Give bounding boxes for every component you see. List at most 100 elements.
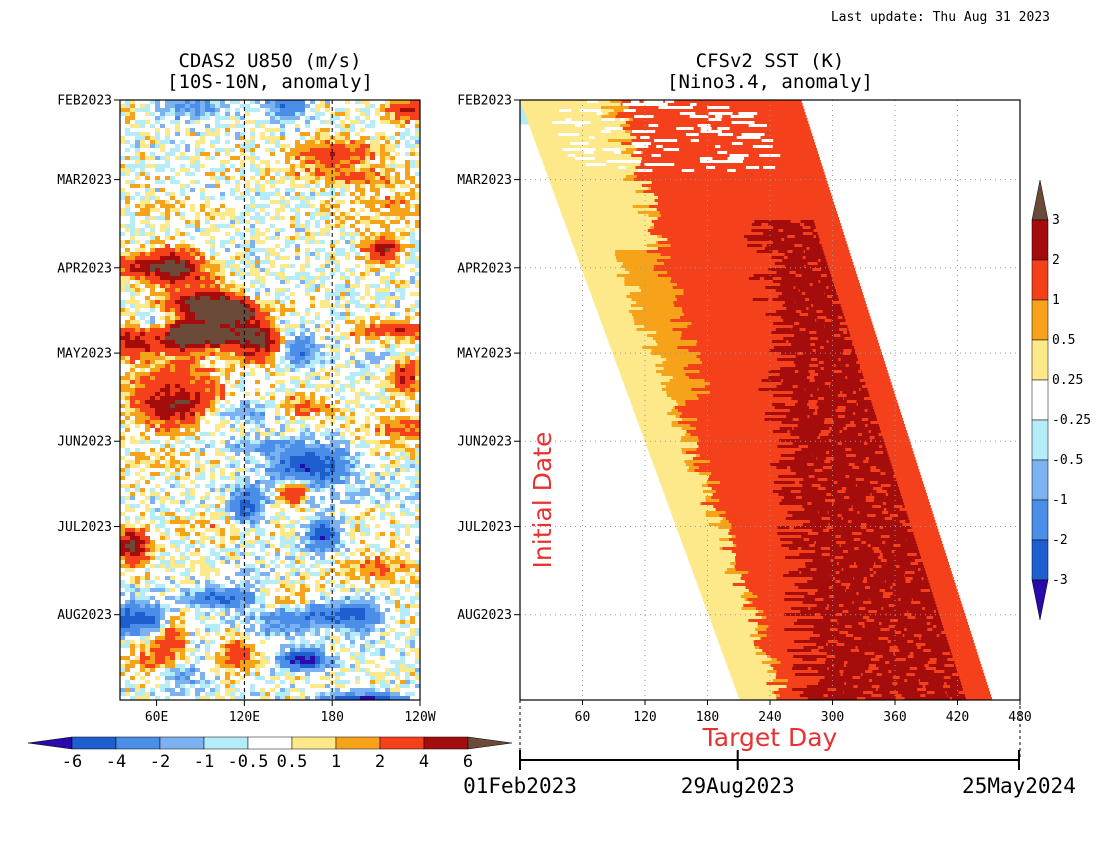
u850-cell: [290, 184, 296, 189]
u850-cell: [150, 112, 156, 117]
u850-cell: [285, 144, 291, 149]
u850-cell: [160, 432, 166, 437]
u850-cell: [120, 284, 126, 289]
u850-cell: [245, 272, 251, 277]
u850-cell: [380, 288, 386, 293]
u850-cell: [315, 232, 321, 237]
u850-cell: [220, 204, 226, 209]
u850-cell: [145, 356, 151, 361]
u850-cell: [135, 280, 141, 285]
u850-cell: [280, 120, 286, 125]
u850-cell: [290, 252, 296, 257]
u850-cell: [310, 368, 316, 373]
u850-cell: [345, 184, 351, 189]
u850-cell: [180, 420, 186, 425]
u850-cell: [190, 252, 196, 257]
u850-cell: [250, 368, 256, 373]
u850-cell: [410, 120, 416, 125]
u850-cell: [205, 364, 211, 369]
u850-cell: [155, 428, 161, 433]
u850-cell: [280, 136, 286, 141]
u850-cell: [385, 304, 391, 309]
u850-cell: [280, 372, 286, 377]
u850-cell: [320, 216, 326, 221]
u850-cell: [395, 168, 401, 173]
u850-cell: [145, 204, 151, 209]
u850-cell: [415, 132, 420, 137]
u850-cell: [235, 388, 241, 393]
u850-cell: [330, 148, 336, 153]
u850-cell: [220, 264, 226, 269]
u850-cell: [125, 432, 131, 437]
u850-cell: [310, 196, 316, 201]
u850-cell: [295, 324, 301, 329]
u850-cell: [310, 360, 316, 365]
u850-cell: [140, 208, 146, 213]
u850-cell: [215, 216, 221, 221]
u850-cell: [345, 344, 351, 349]
u850-cell: [230, 132, 236, 137]
u850-cell: [415, 404, 420, 409]
u850-cell: [275, 424, 281, 429]
u850-cell: [210, 276, 216, 281]
u850-cell: [395, 128, 401, 133]
u850-cell: [320, 404, 326, 409]
u850-cell: [125, 300, 131, 305]
u850-cell: [195, 268, 201, 273]
u850-cell: [325, 180, 331, 185]
u850-cell: [310, 288, 316, 293]
u850-cell: [325, 116, 331, 121]
u850-cell: [365, 192, 371, 197]
u850-cell: [410, 100, 416, 105]
u850-cell: [350, 172, 356, 177]
u850-cell: [280, 144, 286, 149]
u850-cell: [310, 380, 316, 385]
u850-cell: [315, 220, 321, 225]
u850-cell: [195, 196, 201, 201]
u850-cell: [320, 360, 326, 365]
u850-cell: [255, 252, 261, 257]
u850-cell: [140, 308, 146, 313]
u850-cell: [160, 396, 166, 401]
u850-cell: [120, 176, 126, 181]
u850-cell: [195, 172, 201, 177]
u850-cell: [235, 380, 241, 385]
u850-cell: [215, 124, 221, 129]
u850-cell: [120, 104, 126, 109]
u850-cell: [205, 424, 211, 429]
u850-cell: [390, 212, 396, 217]
u850-cell: [400, 216, 406, 221]
u850-cell: [265, 364, 271, 369]
u850-cell: [315, 152, 321, 157]
u850-cell: [150, 104, 156, 109]
u850-cell: [300, 400, 306, 405]
u850-cell: [315, 252, 321, 257]
u850-cell: [385, 248, 391, 253]
u850-cell: [385, 240, 391, 245]
u850-cell: [315, 308, 321, 313]
u850-cell: [280, 212, 286, 217]
u850-cell: [130, 356, 136, 361]
u850-cell: [410, 336, 416, 341]
u850-cell: [395, 108, 401, 113]
u850-cell: [255, 200, 261, 205]
u850-cell: [190, 128, 196, 133]
u850-cell: [150, 424, 156, 429]
u850-cell: [175, 152, 181, 157]
u850-cell: [390, 108, 396, 113]
u850-cell: [250, 164, 256, 169]
u850-cell: [120, 136, 126, 141]
u850-cell: [340, 392, 346, 397]
u850-cell: [220, 168, 226, 173]
u850-cell: [330, 184, 336, 189]
u850-cell: [310, 252, 316, 257]
u850-cell: [155, 340, 161, 345]
u850-cell: [375, 280, 381, 285]
u850-cell: [410, 264, 416, 269]
u850-cell: [335, 116, 341, 121]
u850-cell: [395, 272, 401, 277]
u850-cell: [395, 240, 401, 245]
u850-cell: [175, 392, 181, 397]
u850-cell: [140, 128, 146, 133]
u850-cell: [155, 288, 161, 293]
